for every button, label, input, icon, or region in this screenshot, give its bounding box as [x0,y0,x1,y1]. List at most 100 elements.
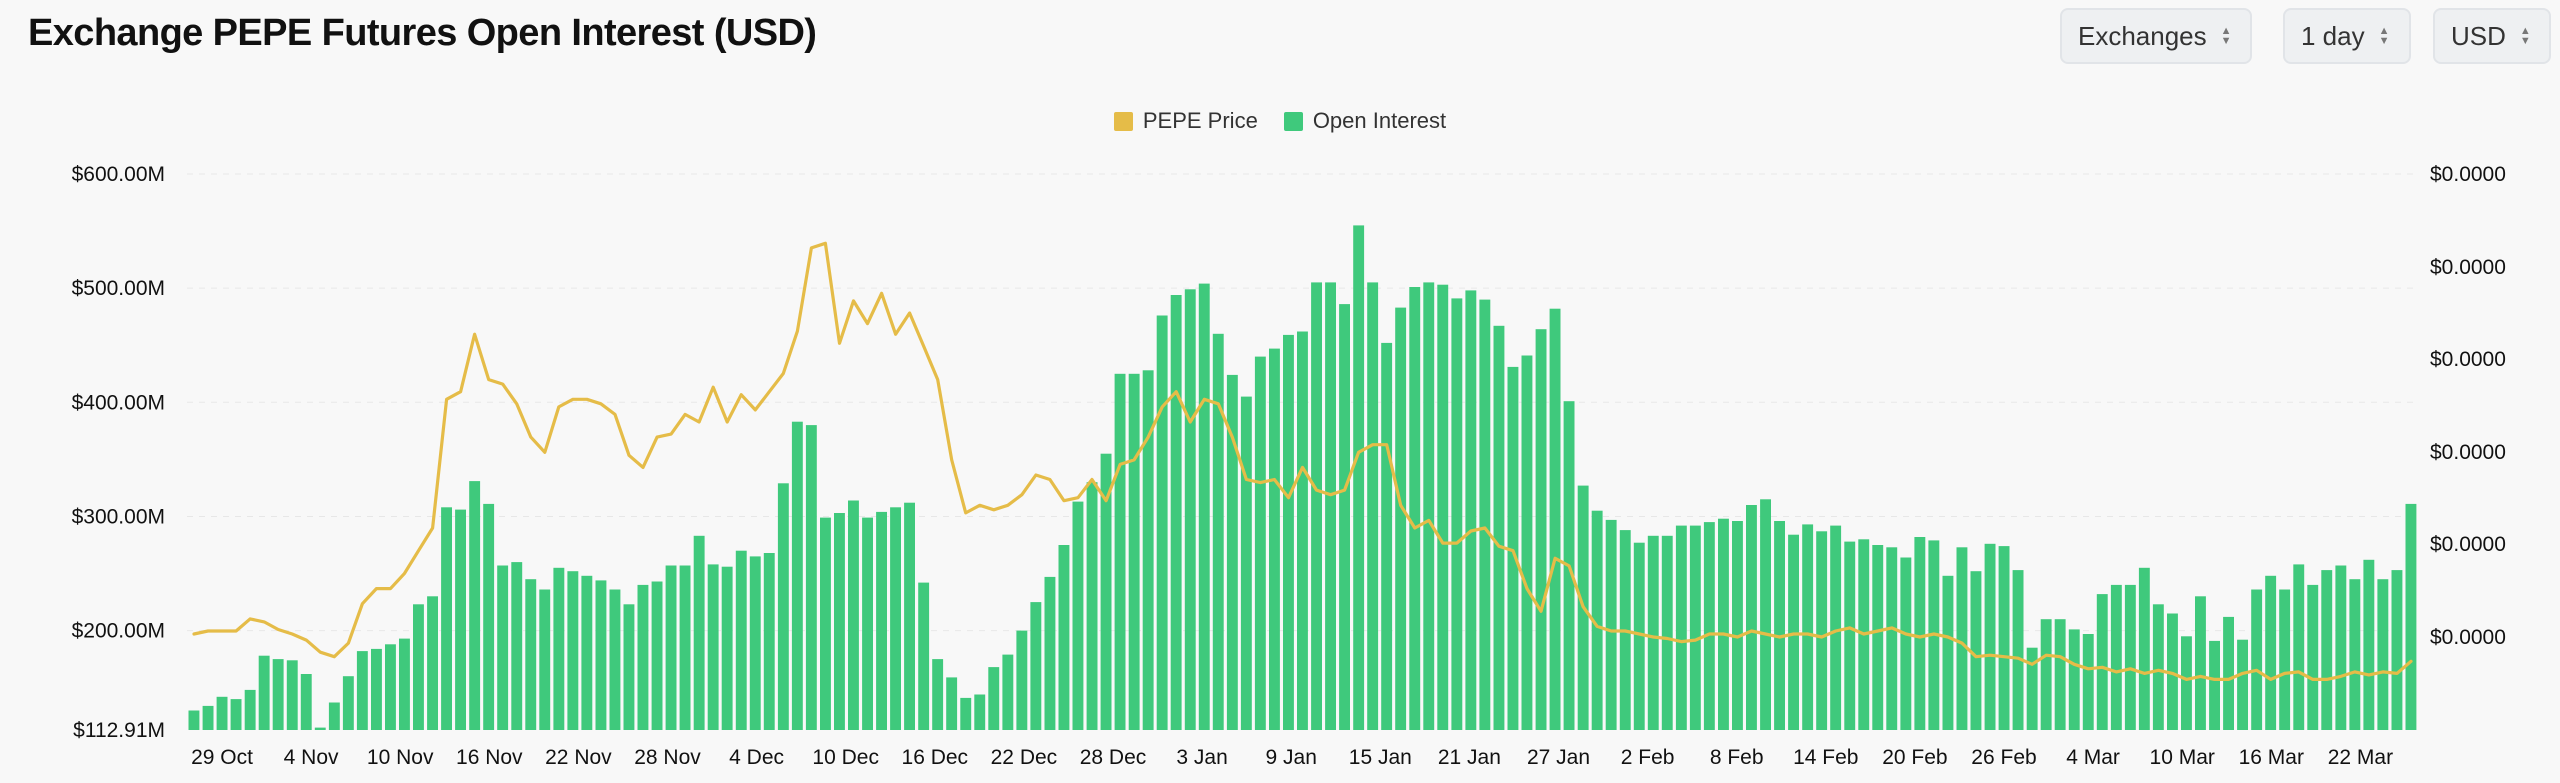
open-interest-bar [1395,307,1407,730]
open-interest-bar [2279,589,2291,730]
x-tick-label: 10 Dec [812,746,879,769]
open-interest-bar [1269,348,1280,730]
exchanges-select-label: Exchanges [2078,20,2207,51]
y-left-tick-label: $200.00M [72,620,165,643]
open-interest-bar [1353,225,1365,730]
open-interest-bar [1451,298,1463,730]
open-interest-bar [1521,355,1533,730]
open-interest-bar [1114,373,1126,730]
open-interest-bar [497,565,509,730]
legend-item-price[interactable]: PEPE Price [1113,108,1258,134]
open-interest-bar [1479,299,1491,730]
open-interest-bar [1689,525,1701,730]
open-interest-bar [834,513,845,730]
interval-select[interactable]: 1 day ▲ ▼ [2283,8,2411,64]
open-interest-bar [2082,634,2094,730]
y-left-tick-label: $500.00M [72,277,165,300]
open-interest-bar [342,676,354,730]
legend-label-price: PEPE Price [1142,108,1258,133]
page-title: Exchange PEPE Futures Open Interest (USD… [28,12,817,54]
open-interest-bar [1549,308,1561,730]
open-interest-bar [1732,521,1743,730]
open-interest-bar [230,699,242,730]
open-interest-bar [1226,374,1238,730]
open-interest-bar [328,702,340,730]
chevron-up-down-icon: ▲ ▼ [2378,25,2390,47]
x-tick-label: 4 Mar [2066,746,2120,769]
open-interest-bar [2054,619,2066,730]
open-interest-bar [2251,589,2263,730]
open-interest-bar [1970,571,1982,730]
open-interest-bar [1325,282,1336,730]
open-interest-bar [1718,518,1729,730]
open-interest-bar [1886,547,1898,730]
x-tick-label: 15 Jan [1349,746,1412,769]
x-tick-label: 27 Jan [1527,746,1590,769]
open-interest-bar [1212,333,1224,730]
open-interest-bar [2237,639,2248,730]
x-tick-label: 29 Oct [191,746,253,769]
open-interest-bar [1367,282,1379,730]
legend-item-open-interest[interactable]: Open Interest [1283,108,1446,134]
open-interest-bar [1156,315,1168,730]
open-interest-bar [2363,559,2375,730]
open-interest-bar [1605,519,1617,730]
open-interest-bar [286,660,298,730]
open-interest-bar [272,659,284,730]
currency-select[interactable]: USD ▲ ▼ [2433,8,2551,64]
open-interest-bar [623,604,635,730]
open-interest-bar [1339,304,1350,730]
open-interest-bar [2405,503,2417,730]
x-tick-label: 26 Feb [1971,746,2036,769]
x-tick-label: 16 Mar [2239,746,2304,769]
x-tick-label: 28 Nov [634,746,701,769]
y-right-tick-label: $0.0000 [2430,256,2506,279]
open-interest-bar [946,677,958,730]
open-interest-bar [932,659,944,730]
open-interest-bar [876,511,887,730]
open-interest-bar [1661,535,1673,730]
open-interest-bar [539,589,551,730]
open-interest-bar [960,697,972,730]
open-interest-bar [805,425,817,730]
open-interest-bar [2167,613,2178,730]
y-right-tick-label: $0.0000 [2430,163,2506,186]
open-interest-bar [890,507,901,730]
open-interest-bar [1591,510,1603,730]
exchanges-select[interactable]: Exchanges ▲ ▼ [2060,8,2252,64]
open-interest-bar [918,582,930,730]
open-interest-bar [356,651,368,730]
open-interest-bar [1058,545,1070,730]
open-interest-bar [651,581,663,730]
open-interest-bar [1044,576,1056,730]
open-interest-bar [511,562,523,730]
x-tick-label: 22 Nov [545,746,612,769]
x-tick-label: 10 Nov [367,746,434,769]
pepe-price-line [192,241,2413,682]
open-interest-bar [1493,325,1505,730]
y-right-tick-label: $0.0000 [2430,533,2506,556]
open-interest-bar [1086,482,1098,730]
open-interest-bar [763,553,775,730]
open-interest-bar [1030,602,1042,730]
open-interest-bar [399,638,410,730]
open-interest-bar [371,648,382,730]
open-interest-bar [1002,654,1014,730]
open-interest-bar [595,580,607,730]
open-interest-bar [1535,329,1547,730]
open-interest-bar [2181,636,2192,730]
open-interest-bar [1830,525,1842,730]
y-left-tick-label: $400.00M [72,391,165,414]
open-interest-bar [1100,453,1112,730]
x-tick-label: 3 Jan [1176,746,1227,769]
open-interest-bar [1746,505,1757,730]
open-interest-bar [2223,616,2234,730]
open-interest-bar [2209,640,2220,730]
open-interest-bar [2096,594,2108,730]
open-interest-bar [2068,629,2080,730]
open-interest-bar [693,535,705,730]
open-interest-bar [2110,584,2122,730]
open-interest-bar [1802,524,1814,730]
x-tick-label: 4 Dec [729,746,784,769]
open-interest-bar [1465,290,1477,730]
